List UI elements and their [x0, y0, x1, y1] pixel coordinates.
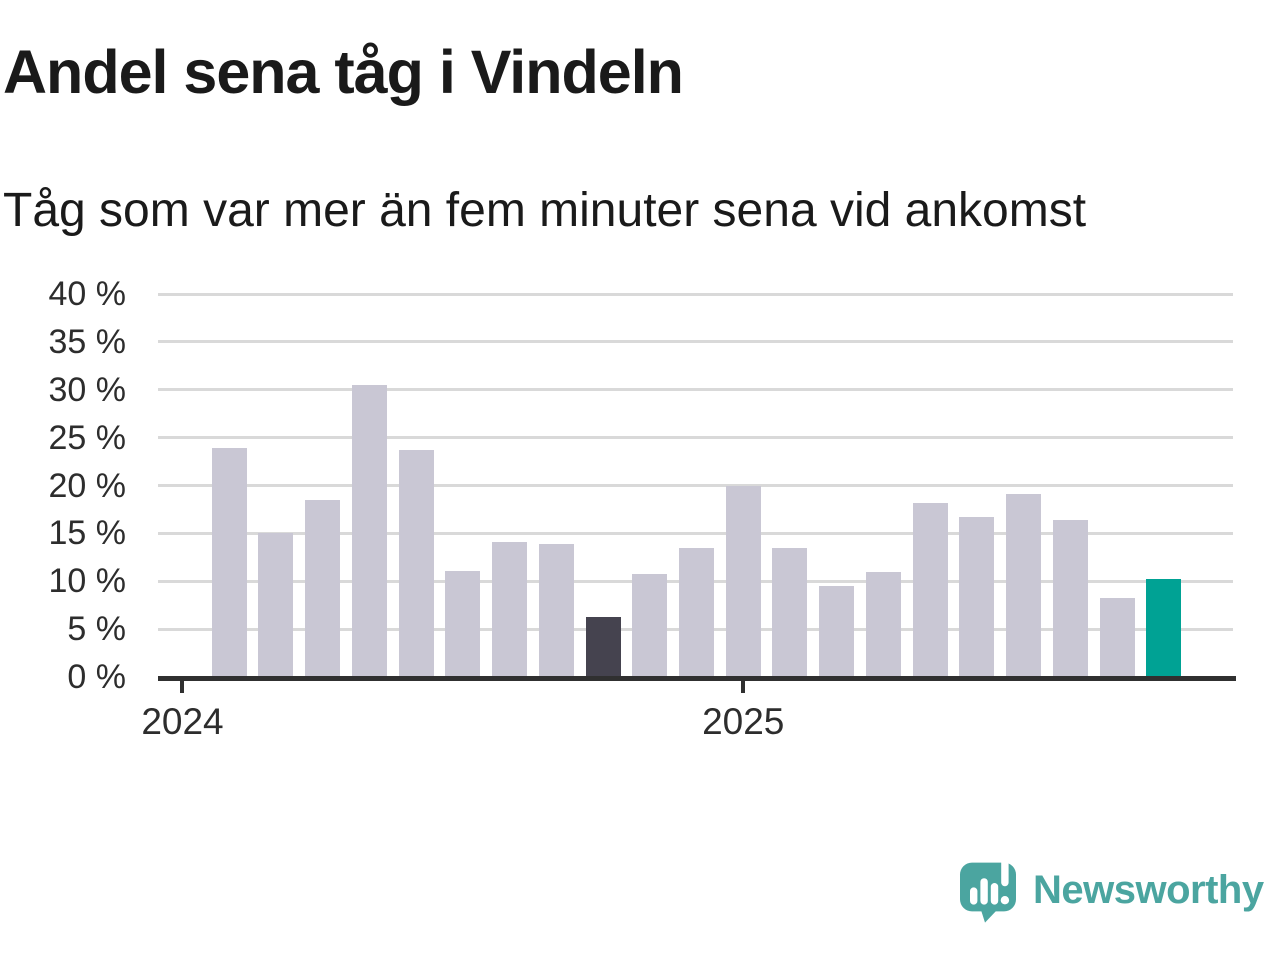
y-axis-label: 10 % [48, 562, 127, 601]
bar-jul-2024 [445, 570, 481, 677]
gridline [158, 340, 1233, 344]
bar-apr-2025 [865, 571, 901, 677]
x-axis-label-2024: 2024 [141, 701, 224, 742]
x-axis-tick [741, 681, 746, 693]
y-axis-label: 40 % [48, 275, 127, 313]
y-axis-label: 5 % [67, 610, 126, 649]
x-axis-line [158, 676, 1236, 681]
bar-apr-2024 [305, 499, 341, 677]
y-axis-label: 0 % [67, 658, 126, 696]
bar-mar-2024 [258, 533, 294, 677]
bar-aug-2025 [1052, 519, 1088, 677]
gridline [158, 388, 1233, 392]
bar-maj-2025 [912, 502, 948, 677]
bar-maj-2024 [351, 384, 387, 677]
y-axis-label: 30 % [48, 370, 127, 409]
bar-jan-2025 [725, 485, 761, 677]
x-axis-tick [180, 681, 185, 693]
bar-feb-2025 [772, 547, 808, 677]
bar-sep-2025 [1099, 598, 1135, 677]
gridline [158, 531, 1233, 535]
bar-okt-2024 [585, 616, 621, 677]
newsworthy-logo-text: Newsworthy [1033, 867, 1264, 912]
y-axis-label: 15 % [48, 514, 127, 553]
bar-dec-2024 [679, 547, 714, 677]
gridline [158, 484, 1233, 487]
gridline [158, 292, 1233, 296]
bar-jun-2024 [398, 450, 434, 677]
newsworthy-speech-bubble-bar-chart-icon [960, 859, 1016, 923]
bar-jun-2025 [959, 517, 995, 677]
gridline [158, 436, 1233, 440]
newsworthy-logo: Newsworthy [956, 854, 1264, 926]
bar-jul-2025 [1006, 494, 1042, 677]
y-axis-label: 20 % [48, 466, 127, 505]
bar-okt-2025 [1146, 579, 1182, 677]
bar-nov-2024 [632, 573, 668, 677]
bar-mar-2025 [819, 586, 855, 677]
bar-aug-2024 [492, 541, 528, 677]
chart-subtitle: Tåg som var mer än fem minuter sena vid … [3, 184, 1087, 237]
y-axis-label: 25 % [48, 418, 127, 457]
x-axis-label-2025: 2025 [702, 701, 785, 742]
y-axis-label: 35 % [48, 322, 127, 361]
bar-feb-2024 [211, 448, 247, 677]
bar-sep-2024 [538, 543, 574, 677]
chart-title: Andel sena tåg i Vindeln [3, 38, 684, 106]
